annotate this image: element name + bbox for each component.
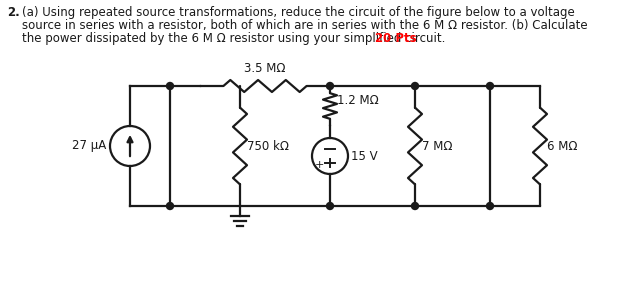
Circle shape (327, 83, 334, 89)
Circle shape (327, 202, 334, 210)
Text: +: + (315, 160, 324, 170)
Text: 3.5 MΩ: 3.5 MΩ (244, 62, 285, 75)
Text: 20 Pts: 20 Pts (375, 32, 417, 45)
Circle shape (487, 202, 494, 210)
Text: the power dissipated by the 6 M Ω resistor using your simplified circuit.: the power dissipated by the 6 M Ω resist… (22, 32, 449, 45)
Text: 750 kΩ: 750 kΩ (247, 140, 289, 152)
Text: 15 V: 15 V (351, 150, 378, 162)
Circle shape (166, 83, 173, 89)
Circle shape (411, 202, 418, 210)
Text: 27 μA: 27 μA (72, 140, 106, 152)
Circle shape (166, 202, 173, 210)
Text: source in series with a resistor, both of which are in series with the 6 M Ω res: source in series with a resistor, both o… (22, 19, 587, 32)
Circle shape (411, 83, 418, 89)
Circle shape (487, 83, 494, 89)
Text: (a) Using repeated source transformations, reduce the circuit of the figure belo: (a) Using repeated source transformation… (22, 6, 575, 19)
Text: 7 MΩ: 7 MΩ (422, 140, 453, 152)
Text: 2.: 2. (7, 6, 20, 19)
Text: 6 MΩ: 6 MΩ (547, 140, 577, 152)
Text: 1.2 MΩ: 1.2 MΩ (337, 94, 379, 108)
